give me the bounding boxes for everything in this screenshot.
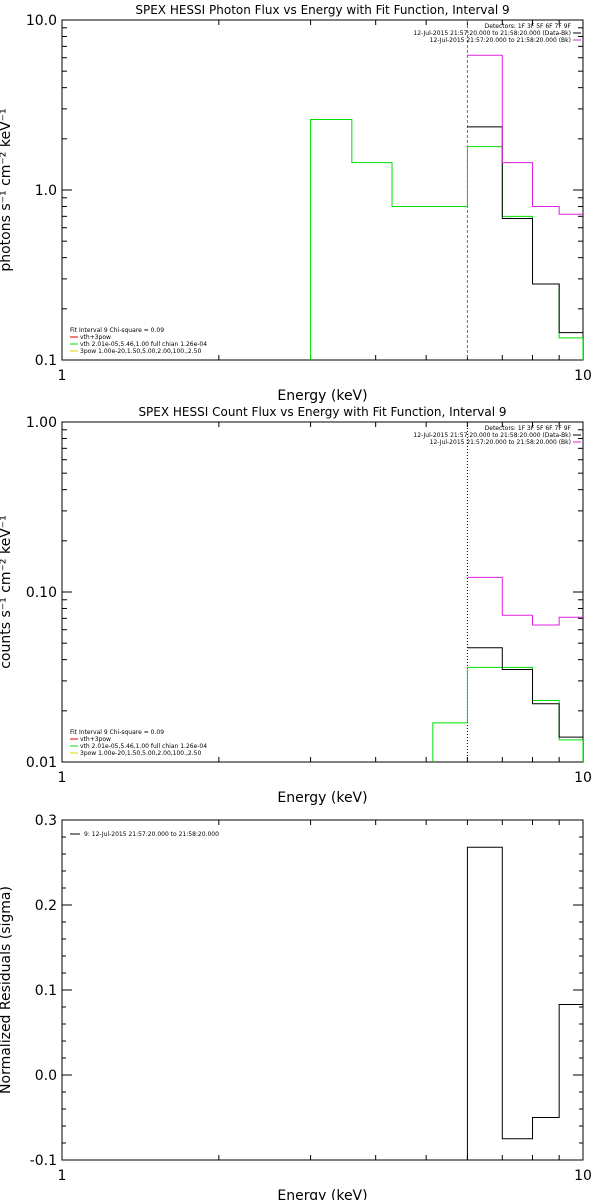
x-tick-label: 10	[574, 770, 592, 786]
series-1	[432, 666, 583, 762]
series-line	[432, 666, 583, 762]
legend-bottom-item: Fit Interval 9 Chi-square = 0.09	[70, 327, 164, 334]
legend-top-item: 12-Jul-2015 21:57:20.000 to 21:58:20.000…	[430, 439, 571, 446]
series-line	[466, 846, 583, 1160]
legend-top-item: Detectors: 1F 3F 5F 6F 7F 9F	[485, 425, 572, 432]
legend-bottom-item: vth+3pow	[80, 334, 111, 341]
panel-1: SPEX HESSI Photon Flux vs Energy with Fi…	[0, 3, 592, 404]
legend-bottom-item: vth 2.01e-05,5.46,1.00 full chian 1.26e-…	[80, 341, 207, 348]
y-tick-label: 0.3	[35, 813, 57, 829]
y-tick-label: 10.0	[26, 13, 57, 29]
x-axis-label: Energy (keV)	[277, 388, 367, 404]
panel-3: 1 10 -0.1 0.0 0.1 0.2 0.3 Energy (keV) Normalize…	[0, 813, 592, 1204]
x-tick-label: 1	[58, 368, 67, 384]
legend-top-item: Detectors: 1F 3F 5F 6F 7F 9F	[485, 23, 572, 30]
series-3	[467, 576, 583, 626]
legend-bottom-item: 3pow 1.00e-20,1.50,5.00,2.00,100.,2.50	[80, 348, 201, 355]
x-tick-label: 10	[574, 1168, 592, 1184]
x-axis-label: Energy (keV)	[277, 1188, 367, 1200]
axes-frame	[61, 819, 584, 1161]
legend-bottom-item: Fit Interval 9 Chi-square = 0.09	[70, 729, 164, 736]
series-2	[467, 126, 583, 334]
y-tick-label: 0.1	[35, 983, 57, 999]
y-tick-label: 1.0	[35, 183, 57, 199]
series-line	[310, 118, 583, 360]
y-axis-label: photons s⁻¹ cm⁻² keV⁻¹	[0, 108, 14, 271]
plot-area	[466, 846, 583, 1160]
y-tick-label: 0.2	[35, 898, 57, 914]
y-tick-label: 1.00	[26, 415, 57, 431]
x-tick-label: 1	[58, 770, 67, 786]
legend-bottom-item: vth+3pow	[80, 736, 111, 743]
series-3	[467, 54, 583, 215]
axes-frame	[61, 421, 584, 763]
plot-area	[432, 422, 583, 762]
y-tick-label: 0.01	[26, 755, 57, 771]
chart-title: SPEX HESSI Count Flux vs Energy with Fit…	[138, 405, 506, 419]
axes-frame	[61, 19, 584, 361]
y-axis-label: Normalized Residuals (sigma)	[0, 886, 14, 1094]
x-tick-label: 1	[58, 1168, 67, 1184]
legend-bottom-item: 3pow 1.00e-20,1.50,5.00,2.00,100.,2.50	[80, 750, 201, 757]
series-2	[467, 647, 583, 738]
series-line	[467, 576, 583, 626]
legend-left-item: 9: 12-Jul-2015 21:57:20.000 to 21:58:20.…	[84, 831, 219, 838]
series-line	[467, 647, 583, 738]
y-tick-label: -0.1	[30, 1153, 57, 1169]
legend-bottom-item: vth 2.01e-05,5.46,1.00 full chian 1.26e-…	[80, 743, 207, 750]
chart-title: SPEX HESSI Photon Flux vs Energy with Fi…	[135, 3, 509, 17]
y-tick-label: 0.10	[26, 585, 57, 601]
y-tick-label: 0.0	[35, 1068, 57, 1084]
y-tick-label: 0.1	[35, 353, 57, 369]
plot-area	[310, 20, 583, 360]
panel-2: SPEX HESSI Count Flux vs Energy with Fit…	[0, 405, 592, 806]
legend-top-item: 12-Jul-2015 21:57:20.000 to 21:58:20.000…	[413, 432, 571, 439]
x-axis-label: Energy (keV)	[277, 790, 367, 806]
legend-top-item: 12-Jul-2015 21:57:20.000 to 21:58:20.000…	[430, 37, 571, 44]
series-1	[310, 118, 583, 360]
x-tick-label: 10	[574, 368, 592, 384]
y-axis-label: counts s⁻¹ cm⁻² keV⁻¹	[0, 515, 14, 669]
series-line	[467, 54, 583, 215]
series-1	[466, 846, 583, 1160]
legend-top-item: 12-Jul-2015 21:57:20.000 to 21:58:20.000…	[413, 30, 571, 37]
series-line	[467, 126, 583, 334]
